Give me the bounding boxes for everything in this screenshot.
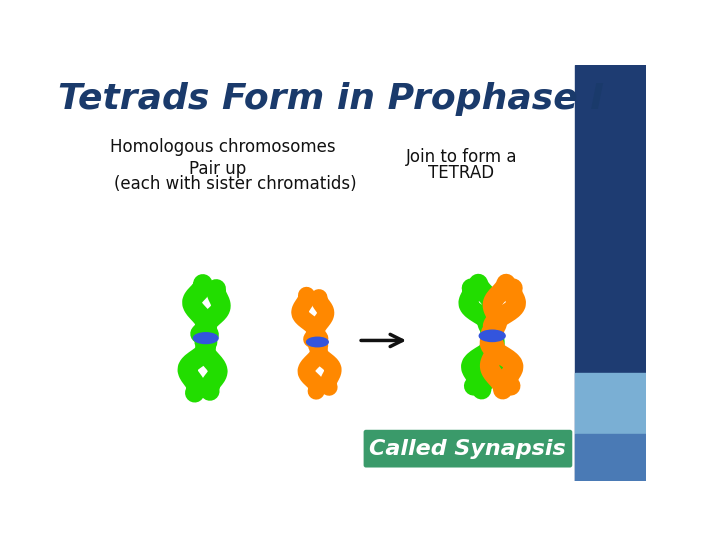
Text: Pair up: Pair up xyxy=(189,160,246,178)
Text: Join to form a: Join to form a xyxy=(405,148,517,166)
Text: Called Synapsis: Called Synapsis xyxy=(369,439,566,459)
Ellipse shape xyxy=(307,338,328,347)
FancyBboxPatch shape xyxy=(364,430,572,468)
Bar xyxy=(575,434,647,481)
Ellipse shape xyxy=(480,330,505,341)
Text: Tetrads Form in Prophase I: Tetrads Form in Prophase I xyxy=(58,82,603,116)
Bar xyxy=(575,373,647,434)
Ellipse shape xyxy=(194,333,218,343)
Text: (each with sister chromatids): (each with sister chromatids) xyxy=(114,175,356,193)
Text: Homologous chromosomes: Homologous chromosomes xyxy=(110,138,336,156)
Bar xyxy=(575,65,647,481)
Text: TETRAD: TETRAD xyxy=(428,164,495,181)
